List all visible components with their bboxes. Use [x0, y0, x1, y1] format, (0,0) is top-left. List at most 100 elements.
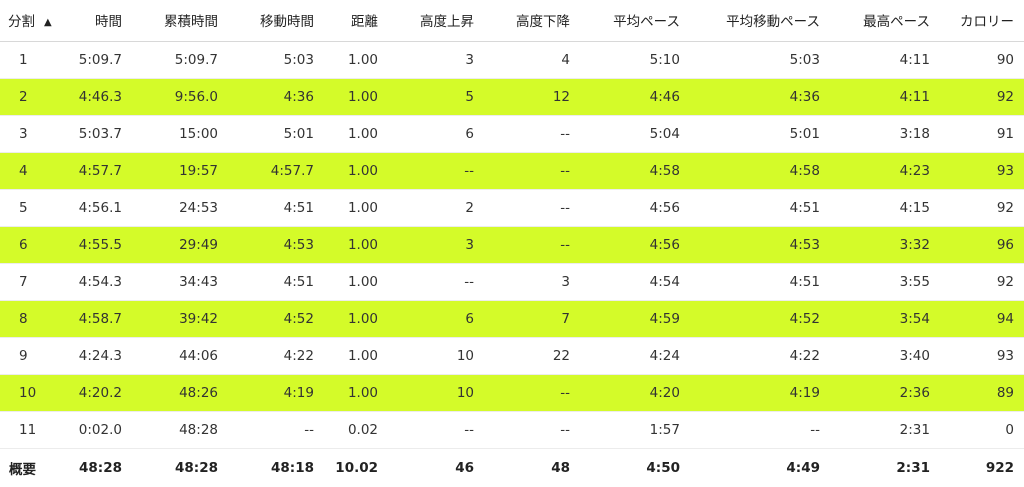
summary-avg-moving-pace: 4:49: [786, 459, 820, 476]
cell-avg-pace: 4:46: [570, 78, 680, 116]
cell-cumulative-time: 48:26: [122, 374, 218, 412]
cell-best-pace: 2:36: [820, 374, 930, 412]
cell-elevation-gain: 6: [378, 300, 474, 338]
cell-elevation-loss: --: [474, 152, 570, 190]
cell-calories: 92: [930, 189, 1024, 227]
cell-elevation-gain: --: [378, 411, 474, 449]
cell-elevation-loss: --: [474, 411, 570, 449]
cell-calories: 92: [930, 78, 1024, 116]
header-elevation-loss[interactable]: 高度下降: [474, 0, 570, 42]
cell-time: 0:02.0: [62, 411, 122, 449]
cell-moving-time: 5:03: [218, 41, 314, 79]
cell-avg-moving-pace: 5:03: [680, 41, 820, 79]
cell-best-pace: 4:23: [820, 152, 930, 190]
cell-time: 4:55.5: [62, 226, 122, 264]
cell-split: 11: [0, 411, 62, 449]
cell-best-pace: 4:15: [820, 189, 930, 227]
cell-best-pace: 4:11: [820, 41, 930, 79]
table-body: 1 5:09.7 5:09.7 5:03 1.00 3 4 5:10 5:03 4:11 90 2 4:…: [0, 41, 1024, 449]
header-avg-moving-pace[interactable]: 平均移動ペース: [680, 0, 820, 42]
cell-distance: 1.00: [314, 189, 378, 227]
table-row: 8 4:58.7 39:42 4:52 1.00 6 7 4:59 4:52 3:54 94: [0, 300, 1024, 338]
cell-elevation-gain: 5: [378, 78, 474, 116]
cell-elevation-loss: 22: [474, 337, 570, 375]
header-elevation-gain[interactable]: 高度上昇: [378, 0, 474, 42]
summary-elevation-loss: 48: [551, 459, 570, 476]
summary-label: 概要: [9, 461, 36, 478]
cell-avg-pace: 5:10: [570, 41, 680, 79]
header-best-pace[interactable]: 最高ペース: [820, 0, 930, 42]
header-cumulative-time[interactable]: 累積時間: [122, 0, 218, 42]
header-calories[interactable]: カロリー: [930, 0, 1024, 42]
cell-avg-pace: 1:57: [570, 411, 680, 449]
cell-elevation-loss: 3: [474, 263, 570, 301]
cell-calories: 96: [930, 226, 1024, 264]
cell-avg-moving-pace: 4:19: [680, 374, 820, 412]
cell-cumulative-time: 39:42: [122, 300, 218, 338]
header-split[interactable]: 分割 ▲: [0, 0, 62, 42]
cell-split: 4: [0, 152, 62, 190]
cell-distance: 1.00: [314, 263, 378, 301]
cell-best-pace: 3:18: [820, 115, 930, 153]
cell-elevation-loss: --: [474, 374, 570, 412]
cell-time: 4:58.7: [62, 300, 122, 338]
header-avg-pace[interactable]: 平均ペース: [570, 0, 680, 42]
cell-elevation-loss: --: [474, 115, 570, 153]
cell-best-pace: 3:54: [820, 300, 930, 338]
cell-cumulative-time: 9:56.0: [122, 78, 218, 116]
header-split-label: 分割: [8, 14, 35, 31]
cell-calories: 94: [930, 300, 1024, 338]
cell-elevation-gain: 3: [378, 226, 474, 264]
cell-elevation-gain: --: [378, 152, 474, 190]
cell-elevation-loss: 12: [474, 78, 570, 116]
summary-calories: 922: [985, 459, 1014, 476]
cell-distance: 1.00: [314, 41, 378, 79]
cell-elevation-loss: --: [474, 226, 570, 264]
cell-avg-pace: 4:56: [570, 226, 680, 264]
cell-distance: 0.02: [314, 411, 378, 449]
cell-best-pace: 4:11: [820, 78, 930, 116]
table-row: 4 4:57.7 19:57 4:57.7 1.00 -- -- 4:58 4:58 4:23 93: [0, 152, 1024, 190]
cell-cumulative-time: 48:28: [122, 411, 218, 449]
header-distance[interactable]: 距離: [314, 0, 378, 42]
cell-elevation-loss: 4: [474, 41, 570, 79]
cell-best-pace: 3:55: [820, 263, 930, 301]
cell-moving-time: 4:53: [218, 226, 314, 264]
cell-elevation-gain: 6: [378, 115, 474, 153]
header-moving-time[interactable]: 移動時間: [218, 0, 314, 42]
cell-split: 3: [0, 115, 62, 153]
cell-time: 4:20.2: [62, 374, 122, 412]
cell-calories: 0: [930, 411, 1024, 449]
cell-distance: 1.00: [314, 152, 378, 190]
summary-row: 概要 48:28 48:28 48:18 10.02 46 48 4:50 4:49 2:31 92…: [0, 448, 1024, 487]
cell-calories: 91: [930, 115, 1024, 153]
cell-calories: 92: [930, 263, 1024, 301]
cell-moving-time: 5:01: [218, 115, 314, 153]
cell-moving-time: 4:52: [218, 300, 314, 338]
cell-elevation-gain: 2: [378, 189, 474, 227]
table-row: 2 4:46.3 9:56.0 4:36 1.00 5 12 4:46 4:36 4:11 92: [0, 78, 1024, 116]
cell-time: 4:57.7: [62, 152, 122, 190]
table-row: 5 4:56.1 24:53 4:51 1.00 2 -- 4:56 4:51 4:15 92: [0, 189, 1024, 227]
cell-time: 5:09.7: [62, 41, 122, 79]
cell-time: 4:54.3: [62, 263, 122, 301]
table-row: 10 4:20.2 48:26 4:19 1.00 10 -- 4:20 4:19 2:36 89: [0, 374, 1024, 412]
cell-moving-time: 4:57.7: [218, 152, 314, 190]
cell-elevation-gain: 10: [378, 374, 474, 412]
cell-cumulative-time: 24:53: [122, 189, 218, 227]
summary-cumulative-time: 48:28: [175, 459, 218, 476]
cell-avg-moving-pace: --: [680, 411, 820, 449]
cell-moving-time: 4:51: [218, 263, 314, 301]
cell-split: 1: [0, 41, 62, 79]
cell-avg-moving-pace: 4:51: [680, 189, 820, 227]
header-time[interactable]: 時間: [62, 0, 122, 42]
cell-calories: 89: [930, 374, 1024, 412]
cell-split: 10: [0, 374, 62, 412]
table-row: 11 0:02.0 48:28 -- 0.02 -- -- 1:57 -- 2:31 0: [0, 411, 1024, 449]
cell-cumulative-time: 15:00: [122, 115, 218, 153]
summary-moving-time: 48:18: [271, 459, 314, 476]
cell-distance: 1.00: [314, 78, 378, 116]
cell-time: 4:46.3: [62, 78, 122, 116]
cell-avg-moving-pace: 4:22: [680, 337, 820, 375]
table-header: 分割 ▲ 時間 累積時間 移動時間 距離 高度上昇 高度下降 平均ペース 平均移動…: [0, 0, 1024, 42]
